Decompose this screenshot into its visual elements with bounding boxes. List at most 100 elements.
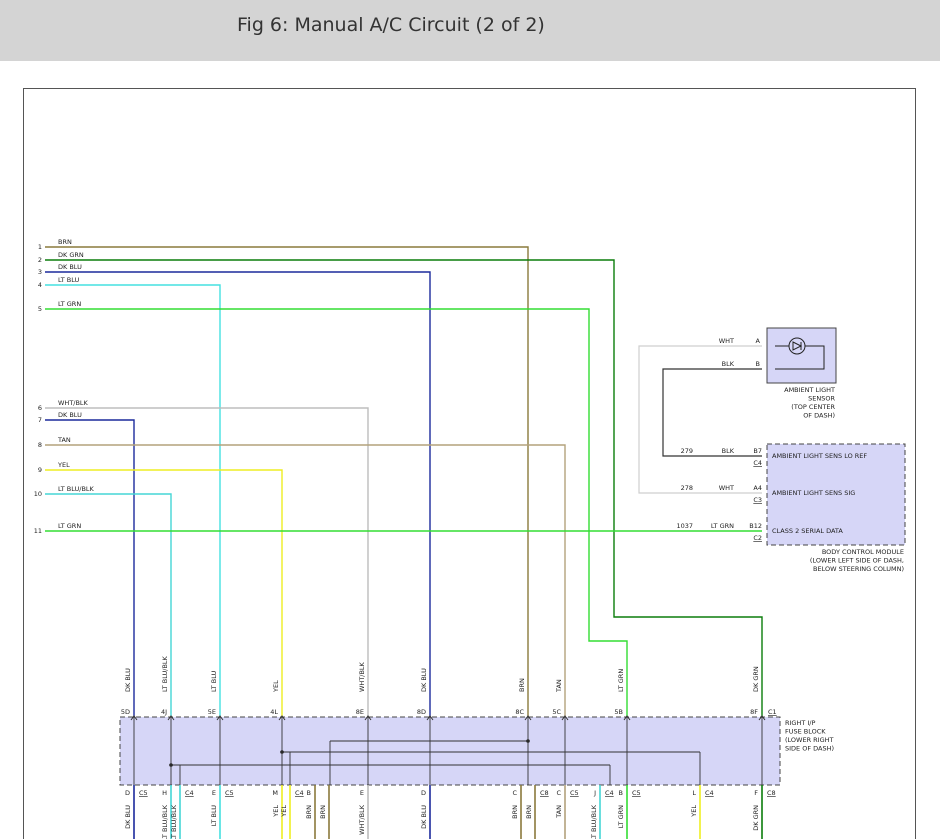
bcm-signal: AMBIENT LIGHT SENS LO REF: [772, 452, 867, 460]
wire-color: WHT/BLK: [58, 399, 89, 407]
pin-number: 4: [38, 281, 42, 289]
fuse-connector: C4: [185, 789, 194, 797]
fuse-pin: H: [162, 789, 167, 797]
fuse-label: FUSE BLOCK: [785, 728, 826, 736]
connector-mark: [130, 715, 138, 721]
fuse-connector: C4: [295, 789, 304, 797]
wire-color: BRN: [319, 805, 327, 819]
wire-color: YEL: [57, 461, 70, 469]
bcm-box: [766, 443, 906, 546]
wire-color: LT GRN: [617, 805, 625, 828]
fuse-pin: 4J: [161, 708, 167, 716]
fuse-pin: J: [593, 789, 596, 797]
circuit-number: 279: [681, 447, 693, 455]
fuse-connector: C8: [540, 789, 549, 797]
connector-mark: [364, 715, 372, 721]
connector-mark: [758, 715, 766, 721]
connector-mark: [167, 715, 175, 721]
wire-color: YEL: [272, 680, 280, 693]
fuse-connector: C5: [139, 789, 148, 797]
title: Fig 6: Manual A/C Circuit (2 of 2): [237, 14, 545, 36]
wire-color: BLK: [722, 447, 735, 455]
sensor-label: SENSOR: [808, 395, 835, 403]
wire-color: LT BLU/BLK: [170, 804, 178, 839]
wire: [45, 308, 628, 717]
pin-number: 11: [34, 527, 42, 535]
fuse-pin: B: [619, 789, 623, 797]
wire-color: DK GRN: [752, 805, 760, 831]
wire-color: DK BLU: [420, 805, 428, 829]
wire: [662, 368, 762, 457]
wire-color: TAN: [57, 436, 71, 444]
wire-color: BRN: [525, 805, 533, 819]
wire-color: BRN: [518, 678, 526, 692]
wire-color: YEL: [280, 805, 288, 818]
fuse-pin: 8F: [750, 708, 758, 716]
wire-color: TAN: [555, 679, 563, 693]
connector-mark: [426, 715, 434, 721]
wire-color: DK BLU: [420, 668, 428, 692]
connector-mark: [524, 715, 532, 721]
fuse-label: SIDE OF DASH): [785, 745, 834, 753]
wire: [45, 419, 135, 717]
wire-color: LT BLU: [58, 276, 80, 284]
wire-color: WHT: [719, 484, 734, 492]
frame: [23, 88, 916, 839]
fuse-pin: M: [272, 789, 278, 797]
sensor-label: (TOP CENTER: [791, 403, 835, 411]
fuse-pin: C: [556, 789, 561, 797]
fuse-label: (LOWER RIGHT: [785, 736, 834, 744]
wire-color: LT BLU/BLK: [590, 804, 598, 839]
fuse-pin: L: [692, 789, 696, 797]
wire-color: LT BLU: [210, 670, 218, 692]
wire-color: DK GRN: [58, 251, 84, 259]
fuse-connector: C8: [767, 789, 776, 797]
fuse-connector: C5: [225, 789, 234, 797]
fuse-pin: 5C: [552, 708, 561, 716]
bcm-signal: AMBIENT LIGHT SENS SIG: [772, 489, 855, 497]
fuse-pin: C: [512, 789, 517, 797]
bcm-connector: C4: [753, 459, 762, 467]
wire: [45, 259, 763, 717]
wire: [45, 246, 529, 717]
wire-color: BRN: [58, 238, 72, 246]
pin-number: 8: [38, 441, 42, 449]
wire-color: DK BLU: [124, 805, 132, 829]
sensor-wire-color: WHT: [719, 337, 734, 345]
wire-color: WHT/BLK: [358, 804, 366, 835]
sensor-box: [766, 327, 837, 384]
fuse-connector: C5: [570, 789, 579, 797]
header: Fig 6: Manual A/C Circuit (2 of 2): [0, 0, 940, 61]
fuse-pin: B: [307, 789, 311, 797]
wire: [45, 271, 431, 717]
pin-number: 2: [38, 256, 42, 264]
wire-color: LT BLU/BLK: [161, 655, 169, 692]
pin-number: 9: [38, 466, 42, 474]
wire: [45, 469, 283, 717]
pin-number: 3: [38, 268, 42, 276]
fuse-pin: E: [212, 789, 216, 797]
wire-color: BRN: [305, 805, 313, 819]
wire: [45, 407, 369, 717]
wire-color: YEL: [690, 805, 698, 818]
sensor-wire-color: BLK: [722, 360, 735, 368]
wire-color: LT BLU: [210, 805, 218, 827]
wire-color: BRN: [511, 805, 519, 819]
wire-color: LT GRN: [58, 300, 81, 308]
fuse-connector: C1: [768, 708, 777, 716]
wire-color: WHT/BLK: [358, 661, 366, 692]
sensor-pin: B: [756, 360, 760, 368]
fuse-connector: C4: [705, 789, 714, 797]
pin-number: 6: [38, 404, 42, 412]
pin-number: 5: [38, 305, 42, 313]
wire: [45, 444, 566, 717]
fuse-label: RIGHT I/P: [785, 719, 816, 727]
wire-color: DK BLU: [58, 411, 82, 419]
circuit-number: 1037: [676, 522, 693, 530]
bcm-pin: A4: [753, 484, 762, 492]
fuse-pin: 5E: [208, 708, 216, 716]
pin-number: 7: [38, 416, 42, 424]
connector-mark: [278, 715, 286, 721]
